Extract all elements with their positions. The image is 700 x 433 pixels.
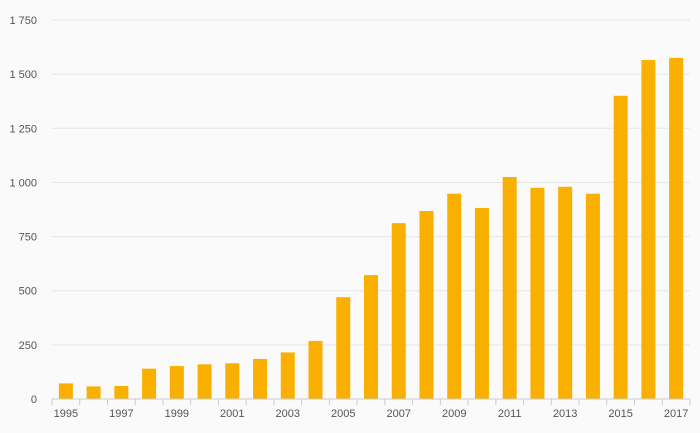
y-tick-label: 250	[19, 340, 37, 352]
bar-2011	[502, 177, 517, 399]
x-tick-label: 2013	[553, 408, 577, 420]
y-tick-label: 500	[19, 286, 37, 298]
bar-2006	[364, 275, 378, 399]
bar-2013	[558, 186, 573, 399]
x-tick-label: 2009	[442, 408, 466, 420]
bar-2014	[585, 193, 600, 399]
x-tick-label: 1999	[165, 408, 189, 420]
x-tick-label: 2007	[386, 408, 410, 420]
bar-2004	[308, 340, 323, 399]
bar-2008	[419, 211, 434, 399]
bar-2003	[280, 352, 295, 399]
y-axis-labels: 0 250 500 750 1 000 1 250 1 500 1 750	[9, 15, 37, 406]
bar-1999	[169, 366, 184, 399]
y-tick-label: 1 750	[9, 15, 37, 27]
bar-1998	[142, 368, 157, 399]
y-tick-label: 0	[31, 394, 37, 406]
bar-2010	[474, 207, 489, 399]
bar-1996	[86, 386, 101, 399]
x-axis	[51, 398, 691, 405]
y-tick-label: 1 500	[9, 69, 37, 81]
bar-2001	[225, 363, 240, 399]
bar-2012	[530, 187, 545, 399]
x-tick-label: 2011	[498, 408, 522, 420]
bar-2009	[447, 193, 462, 399]
gridlines	[52, 19, 690, 346]
x-tick-label: 1997	[109, 408, 133, 420]
bars	[58, 57, 684, 400]
bar-2005	[336, 297, 351, 399]
bar-2017	[669, 57, 684, 400]
x-axis-labels: 1995 1997 1999 2001 2003 2005 2007 2009 2011 2013…	[54, 408, 689, 420]
bar-2002	[253, 358, 268, 399]
bar-1997	[114, 386, 129, 399]
y-tick-label: 1 250	[9, 123, 37, 135]
x-tick-label: 2001	[220, 408, 244, 420]
bar-2016	[641, 60, 656, 400]
x-tick-label: 2003	[276, 408, 300, 420]
y-tick-label: 750	[19, 232, 37, 244]
x-tick-label: 1995	[54, 408, 78, 420]
x-tick-label: 2005	[331, 408, 355, 420]
y-tick-label: 1 000	[9, 177, 37, 189]
x-tick-label: 2015	[608, 408, 632, 420]
bar-2007	[391, 223, 406, 399]
bar-2015	[613, 95, 628, 400]
x-tick-label: 2017	[664, 408, 688, 420]
bar-1995	[58, 383, 73, 399]
bar-2000	[197, 364, 212, 399]
